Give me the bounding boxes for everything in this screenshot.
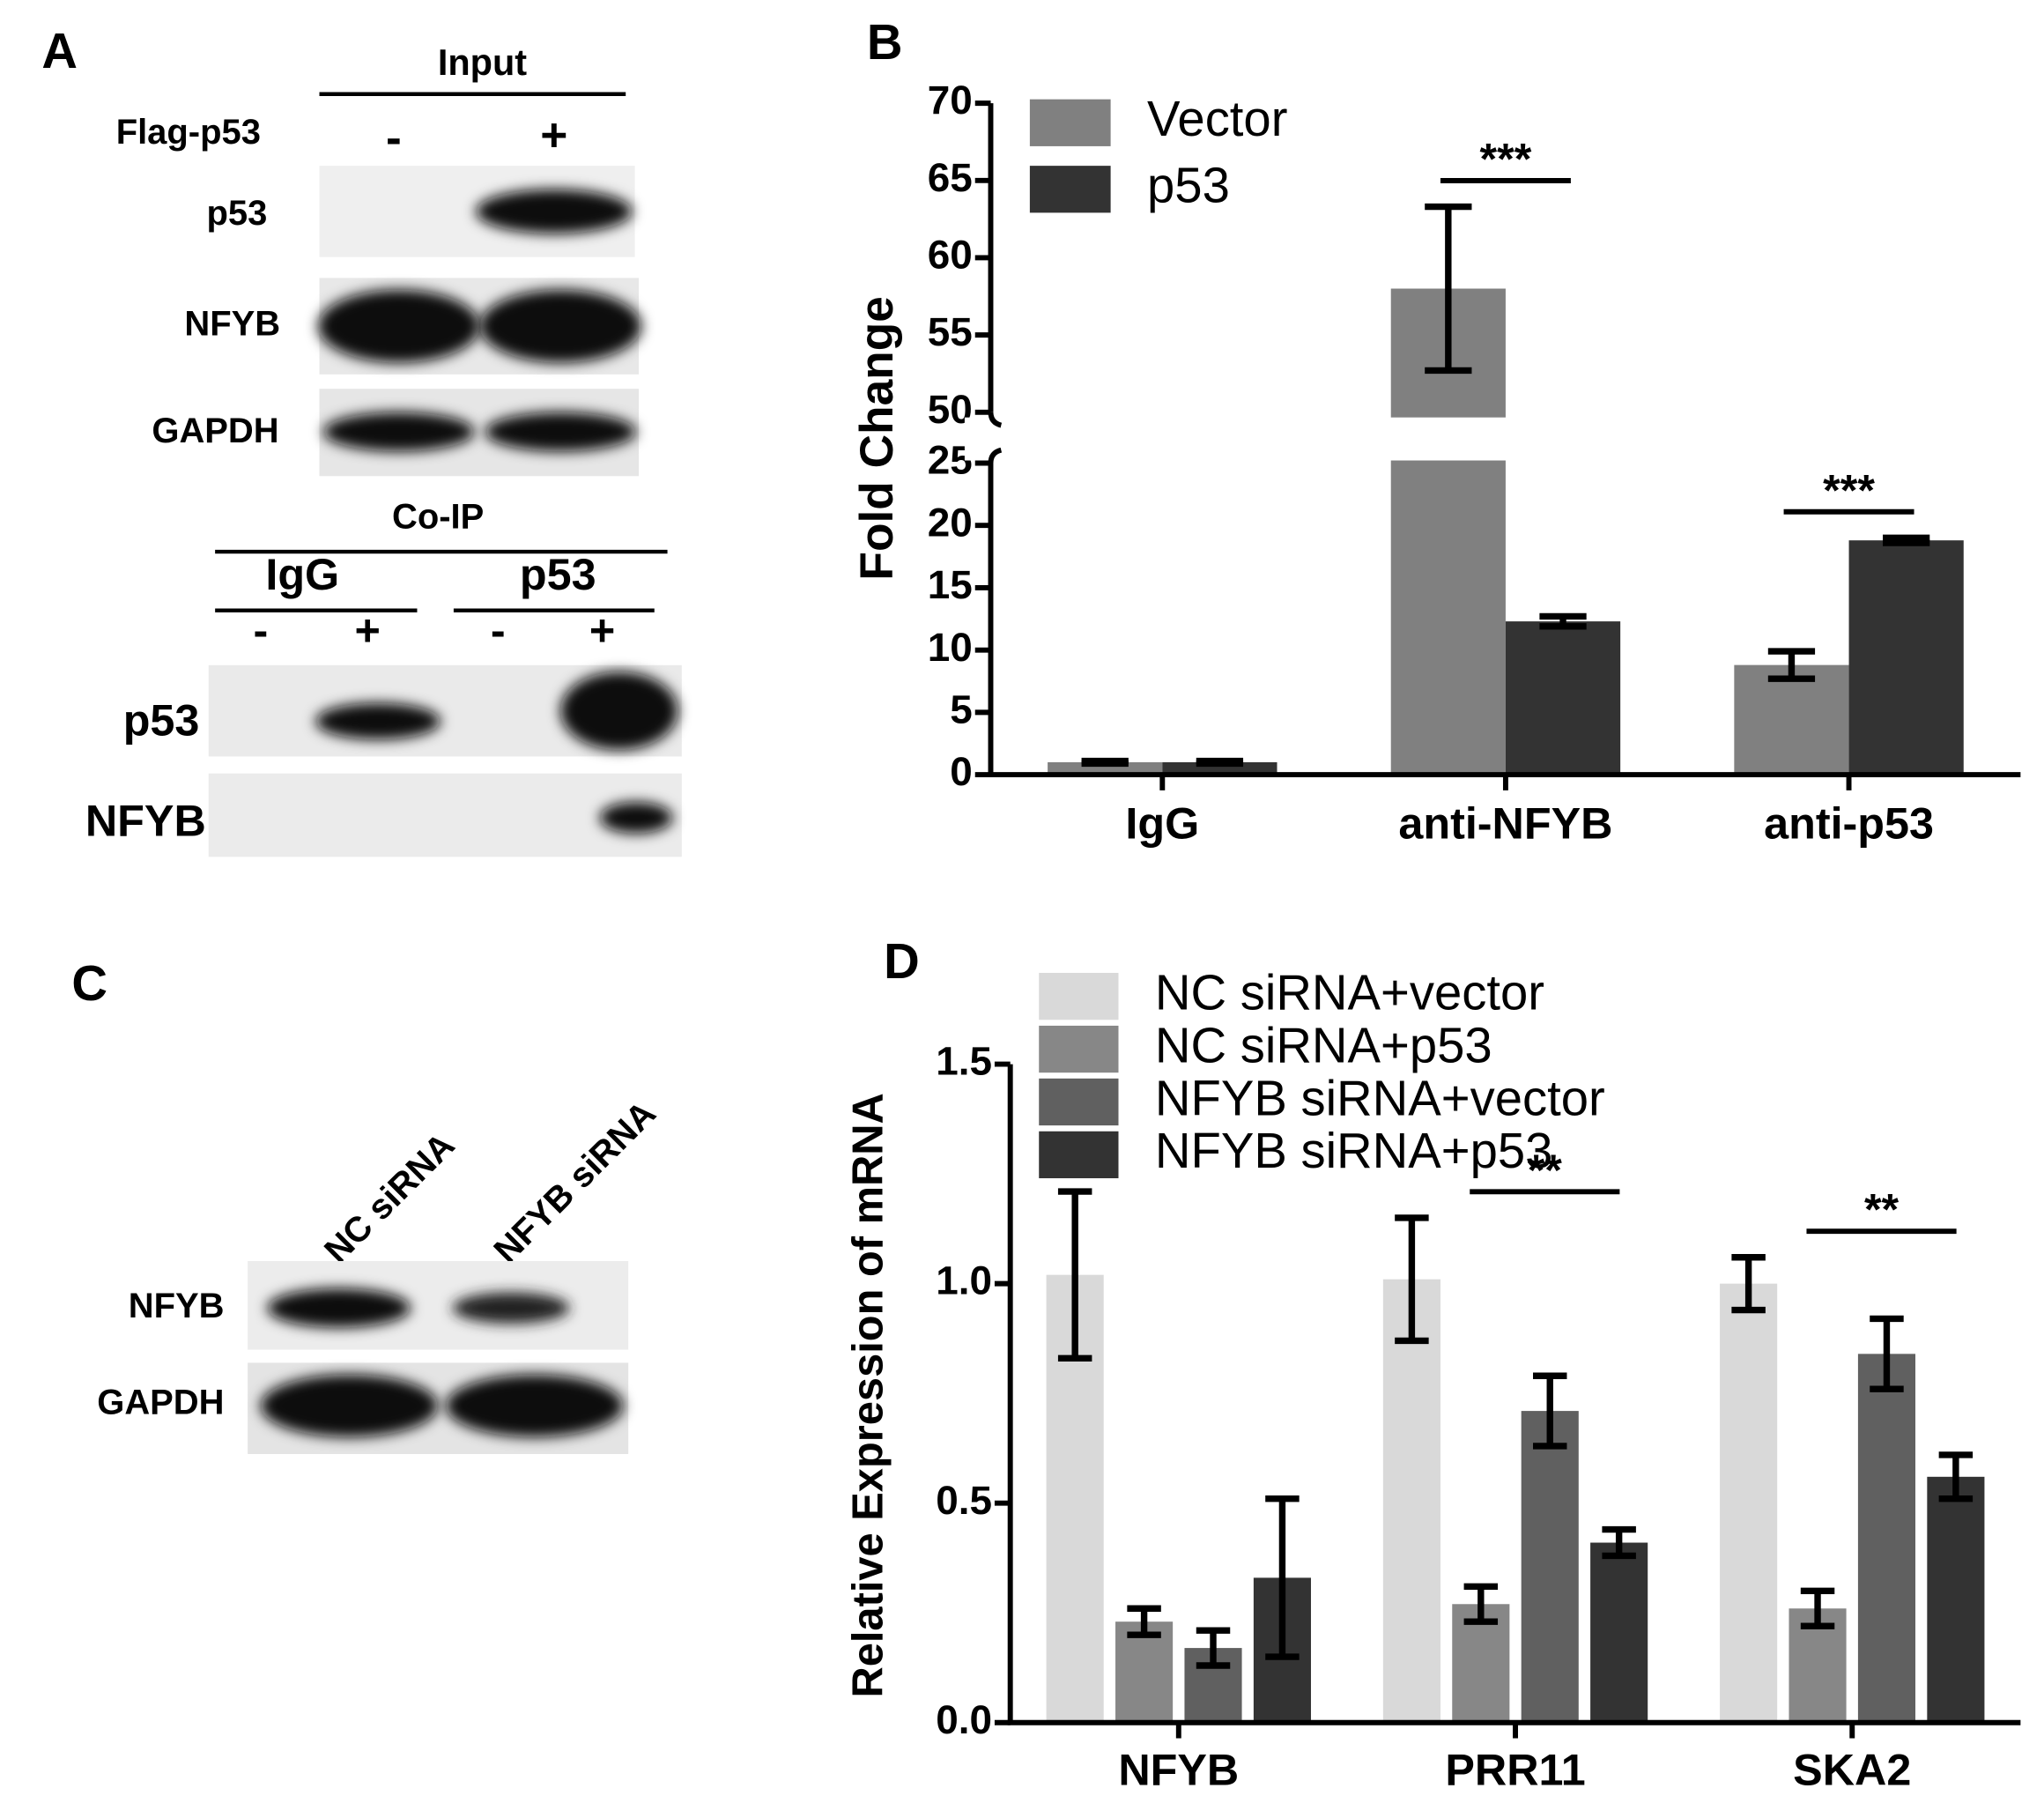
legend-label: NFYB siRNA+p53 — [1155, 1123, 1552, 1178]
row-label: p53 — [123, 695, 200, 746]
x-tick-label: anti-NFYB — [1398, 798, 1612, 849]
blot — [318, 166, 641, 477]
blot-title: Input — [438, 42, 527, 83]
legend-swatch — [1029, 166, 1111, 213]
legend-label: NFYB siRNA+vector — [1155, 1070, 1605, 1125]
legend-swatch — [1039, 1025, 1119, 1073]
legend-label: Vector — [1147, 91, 1287, 146]
y-tick-label: 60 — [928, 232, 973, 278]
bar — [1590, 1542, 1648, 1723]
bar — [1048, 761, 1163, 775]
panel-label: D — [884, 933, 920, 989]
y-tick-label: 0.5 — [936, 1477, 992, 1523]
treatment-label: Flag-p53 — [116, 113, 261, 152]
legend-swatch — [1039, 973, 1119, 1020]
lane-label: + — [589, 605, 615, 656]
y-tick-label: 55 — [928, 308, 973, 354]
significance-label: ** — [1864, 1184, 1900, 1235]
bar — [1382, 1279, 1440, 1723]
lane-label: + — [540, 109, 567, 161]
y-tick-label: 15 — [928, 561, 973, 607]
panel-label: C — [71, 955, 107, 1011]
y-tick-label: 1.0 — [936, 1258, 992, 1303]
y-tick-label: 10 — [928, 624, 973, 670]
y-tick-label: 5 — [950, 686, 973, 731]
bar — [1521, 1411, 1579, 1723]
group-label: p53 — [520, 549, 596, 599]
x-tick-label: SKA2 — [1793, 1745, 1911, 1795]
y-axis-title: Relative Expression of mRNA — [844, 1093, 892, 1697]
legend-label: p53 — [1147, 158, 1230, 213]
bar — [1162, 761, 1278, 775]
lane-label: + — [355, 605, 381, 656]
axis-break — [988, 412, 1003, 464]
x-tick-label: PRR11 — [1445, 1745, 1585, 1795]
lane-label: - — [386, 112, 402, 164]
x-tick-label: IgG — [1125, 798, 1199, 849]
lane-label: NFYB siRNA — [486, 1094, 663, 1271]
bar — [1115, 1621, 1174, 1723]
blot — [208, 664, 682, 857]
blot — [248, 1260, 629, 1454]
bar — [1734, 664, 1849, 775]
row-label: GAPDH — [97, 1383, 224, 1421]
row-label: p53 — [206, 194, 267, 233]
significance-label: *** — [1480, 134, 1532, 184]
bar — [1505, 621, 1621, 775]
y-tick-label: 20 — [928, 499, 973, 545]
significance-label: ** — [1528, 1145, 1563, 1195]
y-tick-label: 70 — [928, 77, 973, 122]
significance-label: *** — [1823, 464, 1875, 515]
group-label: IgG — [265, 549, 339, 599]
bar — [1720, 1283, 1778, 1723]
panel-label: B — [867, 14, 903, 70]
blot-title: Co-IP — [392, 498, 484, 537]
legend-swatch — [1039, 1131, 1119, 1179]
row-label: NFYB — [184, 305, 280, 344]
row-label: GAPDH — [152, 412, 278, 450]
lane-label: NC siRNA — [317, 1125, 462, 1270]
panel-label: A — [41, 23, 78, 78]
y-axis-title: Fold Change — [851, 296, 903, 580]
lane-label: - — [254, 605, 269, 656]
bar — [1848, 540, 1964, 775]
y-tick-label: 0.0 — [936, 1696, 992, 1742]
bar — [1857, 1354, 1916, 1723]
legend-swatch — [1039, 1078, 1119, 1126]
y-tick-label: 1.5 — [936, 1038, 992, 1084]
x-tick-label: anti-p53 — [1764, 798, 1934, 849]
row-label: NFYB — [85, 796, 206, 846]
legend-label: NC siRNA+vector — [1155, 964, 1544, 1020]
x-tick-label: NFYB — [1118, 1745, 1239, 1795]
legend-swatch — [1029, 99, 1111, 146]
y-tick-label: 0 — [950, 748, 973, 794]
row-label: NFYB — [129, 1287, 225, 1325]
y-tick-label: 65 — [928, 154, 973, 200]
legend-label: NC siRNA+p53 — [1155, 1017, 1492, 1072]
bar — [1927, 1476, 1985, 1723]
lane-label: - — [491, 605, 506, 656]
axis-break-gap — [964, 417, 2021, 461]
